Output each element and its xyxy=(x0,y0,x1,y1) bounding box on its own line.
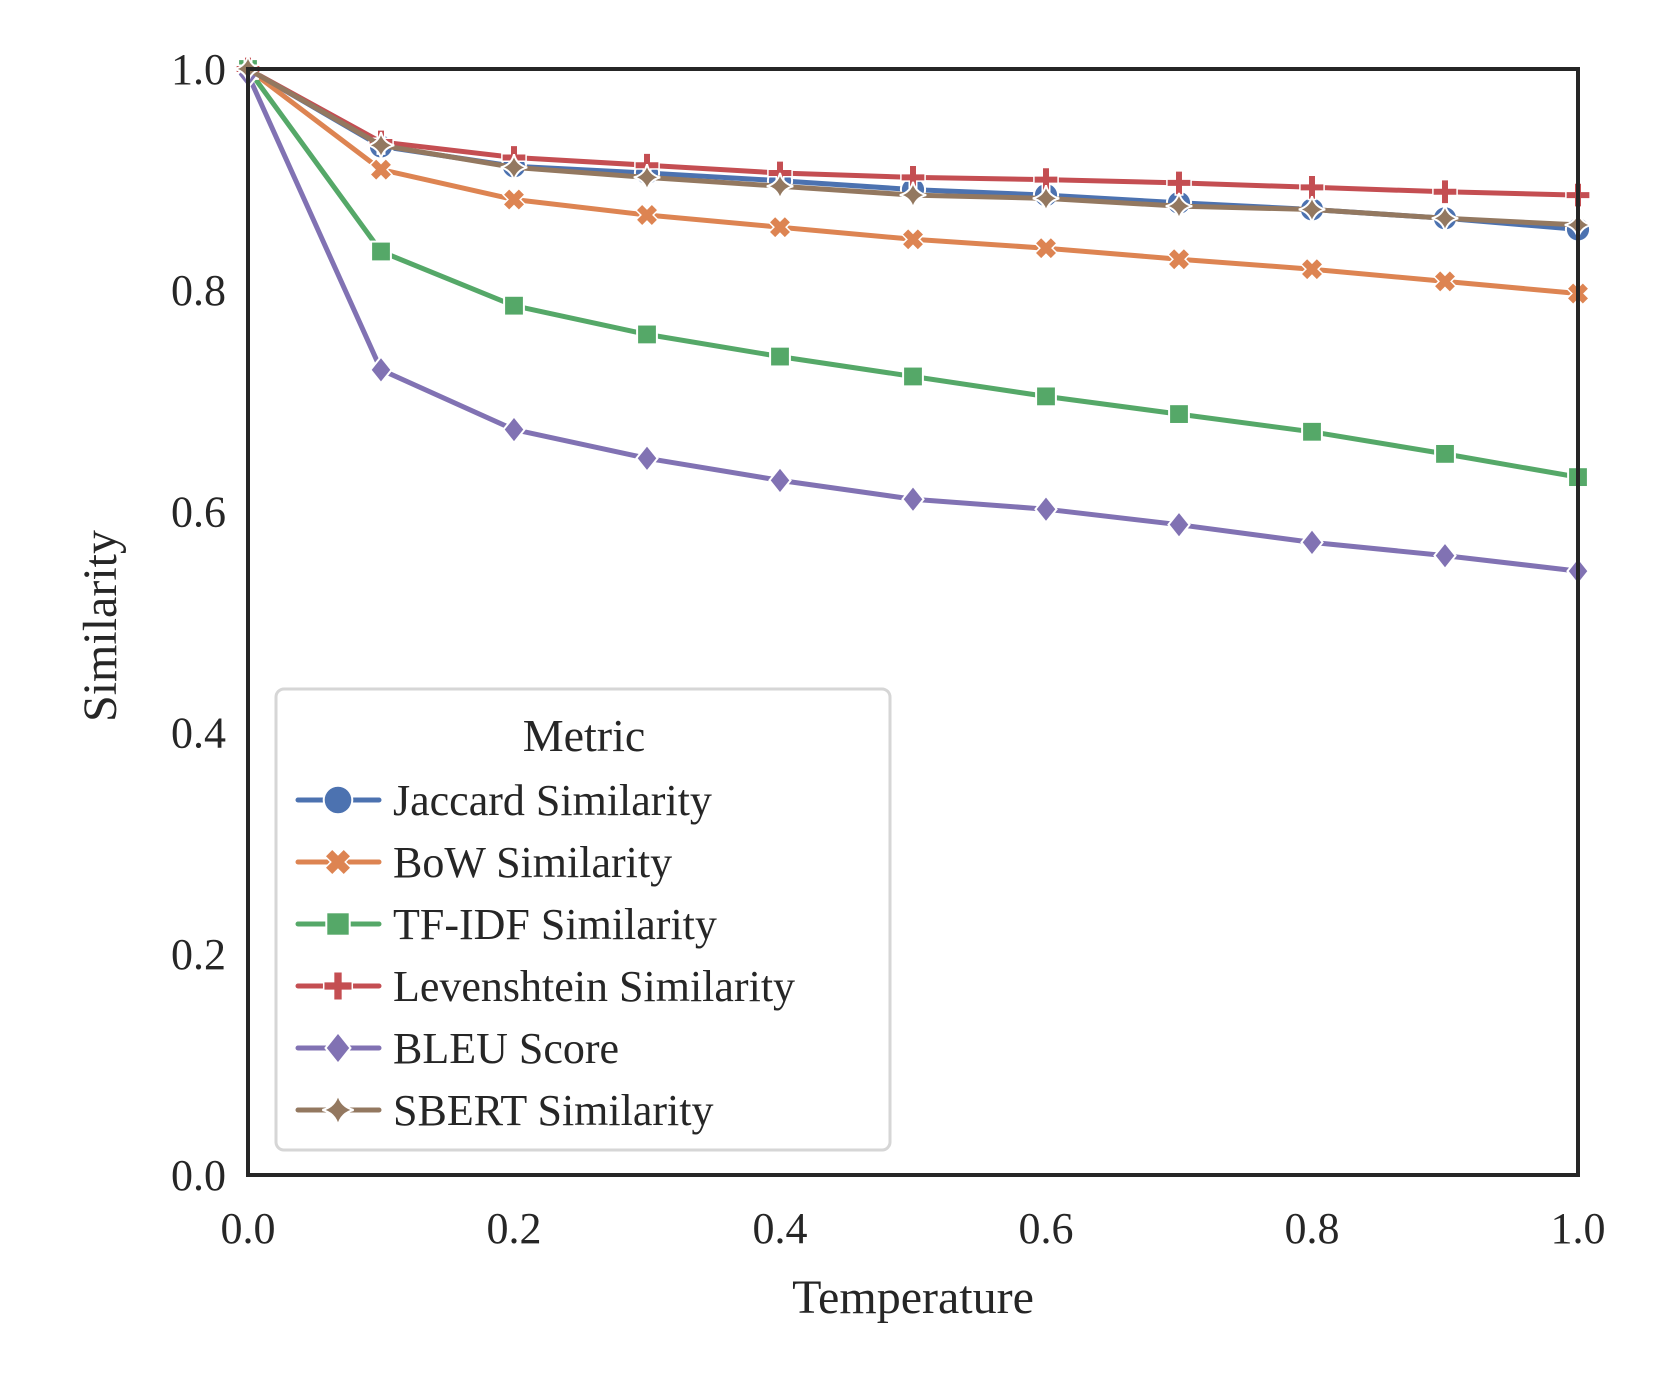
data-point xyxy=(369,355,393,385)
data-point xyxy=(635,443,659,474)
data-point xyxy=(1432,178,1458,205)
data-point xyxy=(1166,247,1192,272)
data-point xyxy=(501,187,527,212)
data-point xyxy=(633,163,661,191)
legend-item-sbert-similarity: SBERT Similarity xyxy=(295,1086,713,1135)
legend-box xyxy=(274,687,892,1152)
x-tick-label: 1.0 xyxy=(1551,1204,1606,1253)
legend-label: SBERT Similarity xyxy=(393,1086,713,1135)
data-point xyxy=(1034,494,1058,524)
data-point xyxy=(900,227,926,252)
legend-item-tf-idf-similarity: TF-IDF Similarity xyxy=(295,900,717,949)
data-point xyxy=(1032,184,1060,212)
data-point xyxy=(766,172,794,200)
plot-frame xyxy=(246,67,1580,1177)
legend-marker xyxy=(324,1030,352,1066)
data-point xyxy=(502,414,526,445)
data-point xyxy=(1433,540,1457,571)
data-point xyxy=(368,157,394,182)
series-bleu-score xyxy=(236,59,1590,586)
legend-label: BoW Similarity xyxy=(393,838,672,887)
data-point xyxy=(1298,195,1326,223)
legend-marker xyxy=(323,847,353,877)
data-point xyxy=(1299,174,1325,201)
legend-marker xyxy=(322,784,354,816)
x-tick-label: 0.2 xyxy=(487,1204,542,1253)
legend-marker xyxy=(325,911,351,937)
data-point xyxy=(1299,257,1325,282)
data-point xyxy=(634,202,660,228)
series-tf-idf-similarity xyxy=(237,58,1589,489)
legend-label: TF-IDF Similarity xyxy=(393,900,717,949)
data-point xyxy=(1166,170,1192,196)
data-point xyxy=(503,294,525,317)
data-point xyxy=(767,215,793,240)
data-point xyxy=(1432,269,1458,294)
data-point xyxy=(370,240,392,263)
y-tick-label: 0.0 xyxy=(171,1151,226,1200)
data-point xyxy=(1301,420,1323,443)
x-tick-label: 0.6 xyxy=(1019,1204,1074,1253)
data-point xyxy=(1167,509,1191,540)
series-layer xyxy=(234,55,1592,586)
y-tick-label: 0.4 xyxy=(171,709,226,758)
data-point xyxy=(902,365,924,388)
legend-marker xyxy=(322,970,354,1002)
x-axis-label: Temperature xyxy=(792,1271,1034,1324)
legend-marker xyxy=(322,1094,354,1126)
x-axis-ticks: 0.0 0.2 0.4 0.6 0.8 1.0 xyxy=(221,1204,1606,1253)
data-point xyxy=(1168,403,1190,425)
legend-label: Jaccard Similarity xyxy=(393,776,712,825)
x-tick-label: 0.0 xyxy=(221,1204,276,1253)
legend-label: BLEU Score xyxy=(393,1024,619,1073)
legend-item-jaccard-similarity: Jaccard Similarity xyxy=(295,776,712,825)
x-tick-label: 0.4 xyxy=(753,1204,808,1253)
data-point xyxy=(636,323,658,346)
legend-item-bleu-score: BLEU Score xyxy=(295,1024,619,1073)
y-tick-label: 0.8 xyxy=(171,266,226,315)
y-axis-ticks: 0.0 0.2 0.4 0.6 0.8 1.0 xyxy=(171,45,226,1200)
legend-item-levenshtein-similarity: Levenshtein Similarity xyxy=(295,962,795,1011)
legend-items: Jaccard Similarity BoW Similarity TF-IDF S… xyxy=(295,776,795,1135)
legend-item-bow-similarity: BoW Similarity xyxy=(295,838,672,887)
data-point xyxy=(768,465,792,496)
legend-title: Metric xyxy=(523,710,646,761)
data-point xyxy=(901,484,925,515)
data-point xyxy=(1035,385,1057,408)
data-point xyxy=(367,131,395,159)
data-point xyxy=(1434,442,1456,465)
data-point xyxy=(1431,204,1459,232)
data-point xyxy=(769,345,791,368)
y-axis-label: Similarity xyxy=(74,530,127,722)
y-tick-label: 0.2 xyxy=(171,930,226,979)
data-point xyxy=(500,153,528,181)
x-tick-label: 0.8 xyxy=(1285,1204,1340,1253)
data-point xyxy=(1165,192,1193,220)
data-point xyxy=(899,181,927,209)
legend: Metric Jaccard Similarity BoW Similarity T… xyxy=(274,687,892,1152)
legend-label: Levenshtein Similarity xyxy=(393,962,795,1011)
y-tick-label: 0.6 xyxy=(171,487,226,536)
y-tick-label: 1.0 xyxy=(171,45,226,94)
data-point xyxy=(1033,236,1059,261)
data-point xyxy=(1300,527,1324,558)
